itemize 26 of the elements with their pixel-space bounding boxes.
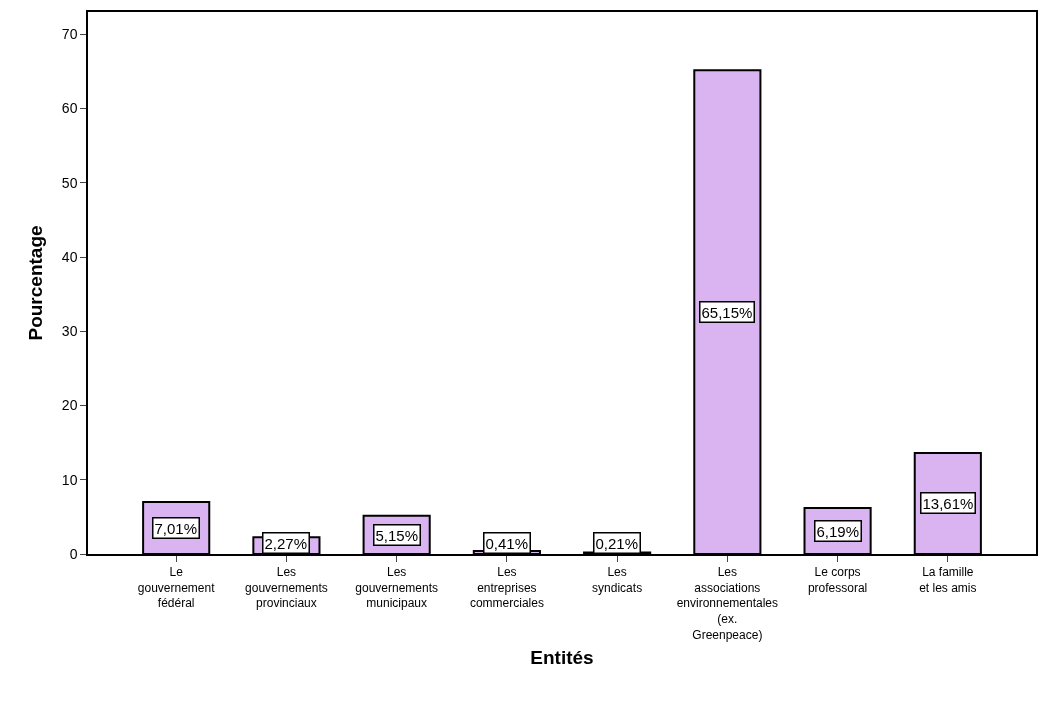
y-tick-label: 30 xyxy=(61,323,78,340)
x-axis-title: Entités xyxy=(530,646,594,668)
data-label: 0,41% xyxy=(485,534,529,552)
y-tick-label: 0 xyxy=(69,545,78,562)
data-label: 0,21% xyxy=(595,534,639,552)
x-tick-label: Les gouvernements municipaux xyxy=(355,565,439,611)
x-tick-label: La famille et les amis xyxy=(919,565,977,595)
x-tick-label: Les gouvernements provinciaux xyxy=(245,565,328,611)
data-label: 65,15% xyxy=(701,303,753,321)
y-tick-label: 10 xyxy=(61,471,78,488)
y-tick-label: 60 xyxy=(61,100,78,117)
data-label: 5,15% xyxy=(375,526,419,544)
data-label: 6,19% xyxy=(816,522,860,540)
x-tick-label: Le gouvernement fédéral xyxy=(137,565,216,611)
y-tick-label: 50 xyxy=(61,174,78,191)
x-tick-label: Les syndicats xyxy=(592,565,643,595)
data-label: 13,61% xyxy=(922,494,974,512)
x-tick-label: Les entreprises commerciales xyxy=(469,565,544,611)
y-axis-title: Pourcentage xyxy=(25,225,47,341)
y-tick-label: 70 xyxy=(61,26,78,43)
data-label: 2,27% xyxy=(264,534,308,552)
x-tick-label: Les associations environnementales (ex. Greenpeace) xyxy=(676,565,779,642)
data-label: 7,01% xyxy=(154,519,198,537)
y-tick-label: 20 xyxy=(61,397,78,414)
y-tick-label: 40 xyxy=(61,248,78,265)
x-tick-label: Le corps professoral xyxy=(807,565,868,595)
